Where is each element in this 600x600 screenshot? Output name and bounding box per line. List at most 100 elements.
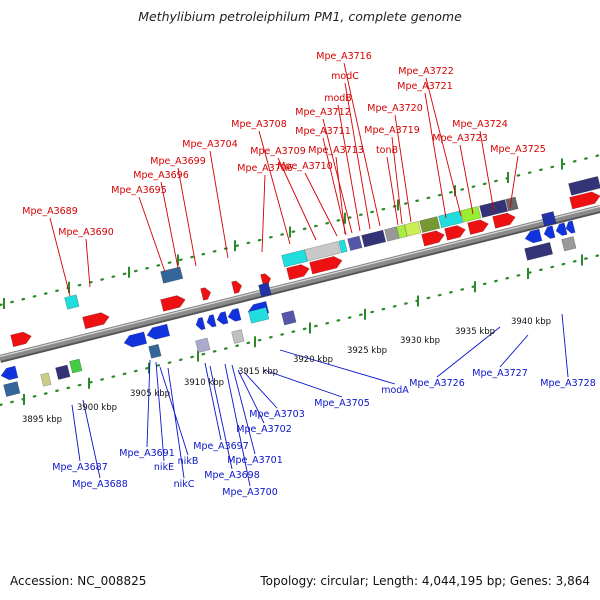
- scale-tick-label: 3920 kbp: [293, 355, 333, 365]
- gene-label-reverse: Mpe_A3703: [249, 409, 305, 420]
- leader-line-reverse: [231, 364, 256, 455]
- forward-gene-arrow: [421, 230, 445, 247]
- gene-label-forward: Mpe_A3720: [367, 103, 423, 114]
- reverse-gene-box: [148, 343, 162, 359]
- accession-text: Accession: NC_008825: [10, 574, 147, 588]
- leader-line-forward: [85, 238, 91, 288]
- leader-line-forward: [337, 104, 361, 232]
- gene-label-reverse: Mpe_A3700: [222, 487, 278, 498]
- leader-line-forward: [335, 156, 346, 235]
- gene-label-reverse: Mpe_A3691: [119, 448, 175, 459]
- gene-label-forward: Mpe_A3723: [432, 133, 488, 144]
- reverse-gene-box: [160, 266, 184, 284]
- reverse-gene-arrow: [146, 323, 171, 340]
- forward-gene-arrow: [82, 312, 110, 330]
- leader-line-forward: [322, 118, 353, 234]
- reverse-gene-arrow: [195, 316, 206, 331]
- gene-label-forward: Mpe_A3716: [316, 51, 372, 62]
- leader-line-forward: [425, 77, 462, 217]
- forward-gene-box: [361, 229, 387, 248]
- reverse-gene-arrow: [543, 225, 556, 239]
- leader-line-forward: [322, 137, 347, 236]
- gene-label-reverse: Mpe_A3727: [472, 368, 528, 379]
- leader-line-forward: [344, 82, 371, 230]
- leader-line-reverse: [436, 326, 501, 378]
- leader-line-forward: [304, 172, 338, 237]
- forward-gene-box: [404, 220, 422, 237]
- forward-gene-box: [460, 205, 482, 223]
- topology-text: Topology: circular; Length: 4,044,195 bp…: [260, 574, 590, 588]
- leader-line-forward: [459, 144, 474, 215]
- gene-label-forward: Mpe_A3713: [308, 145, 364, 156]
- gene-label-forward: Mpe_A3719: [364, 125, 420, 136]
- scale-tick-label: 3910 kbp: [184, 378, 224, 388]
- gene-label-reverse: Mpe_A3728: [540, 378, 596, 389]
- forward-gene-arrow: [444, 225, 466, 241]
- gene-label-reverse: nikC: [174, 479, 195, 490]
- reverse-gene-arrow: [0, 365, 19, 381]
- forward-gene-arrow: [309, 256, 343, 275]
- gene-label-forward: Mpe_A3722: [398, 66, 454, 77]
- leader-line-reverse: [499, 334, 529, 368]
- leader-line-forward: [258, 130, 291, 245]
- gene-label-forward: modC: [331, 71, 359, 82]
- leader-line-reverse: [155, 361, 165, 462]
- gene-label-reverse: Mpe_A3698: [204, 470, 260, 481]
- gene-label-forward: Mpe_A3710: [277, 161, 333, 172]
- gene-label-forward: Mpe_A3708: [231, 119, 287, 130]
- leader-line-forward: [424, 92, 447, 219]
- map-title: Methylibium petroleiphilum PM1, complete…: [138, 9, 462, 24]
- forward-gene-box: [304, 241, 341, 262]
- leader-line-reverse: [209, 365, 233, 470]
- scale-tick-label: 3935 kbp: [455, 327, 495, 337]
- forward-gene-box: [384, 226, 400, 242]
- reverse-gene-box: [524, 242, 554, 261]
- leader-line-forward: [177, 167, 197, 267]
- leader-line-reverse: [204, 362, 222, 441]
- gene-features: [0, 176, 600, 397]
- forward-gene-arrow: [492, 212, 516, 229]
- reverse-gene-box: [561, 236, 577, 252]
- scale-tick-label: 3905 kbp: [130, 389, 170, 399]
- scale-tick-label: 3925 kbp: [347, 346, 387, 356]
- leader-line-forward: [261, 174, 266, 253]
- scale-tick-label: 3900 kbp: [77, 403, 117, 413]
- reverse-gene-arrow: [123, 331, 148, 348]
- leader-line-forward: [394, 114, 412, 223]
- forward-gene-box: [281, 249, 309, 268]
- leader-line-reverse: [146, 359, 151, 448]
- reverse-gene-box: [40, 372, 52, 387]
- leader-line-reverse: [263, 369, 343, 398]
- dotted-guide-lines: [0, 153, 600, 407]
- gene-label-reverse: Mpe_A3688: [72, 479, 128, 490]
- scale-tick-label: 3940 kbp: [511, 317, 551, 327]
- leader-line-reverse: [243, 371, 278, 409]
- leader-line-forward: [479, 130, 495, 213]
- gene-label-forward: Mpe_A3704: [182, 139, 238, 150]
- genome-backbone: [0, 205, 600, 363]
- gene-label-reverse: nikB: [178, 456, 199, 467]
- leader-line-reverse: [561, 313, 569, 378]
- reverse-gene-box: [69, 358, 83, 374]
- gene-label-forward: Mpe_A3695: [111, 185, 167, 196]
- reverse-gene-box: [55, 364, 71, 380]
- reverse-gene-box: [258, 282, 272, 298]
- reverse-gene-box: [231, 329, 245, 344]
- gene-label-reverse: nikE: [154, 462, 174, 473]
- forward-gene-box: [338, 239, 348, 254]
- forward-gene-arrow: [10, 331, 32, 348]
- forward-gene-box: [438, 210, 464, 229]
- leader-line-reverse: [82, 399, 101, 479]
- reverse-gene-box: [3, 381, 21, 397]
- backbone-highlight: [0, 205, 600, 358]
- gene-label-forward: Mpe_A3699: [150, 156, 206, 167]
- reverse-gene-arrow: [565, 220, 576, 234]
- gene-label-forward: Mpe_A3721: [397, 81, 453, 92]
- forward-gene-arrow: [286, 264, 310, 281]
- forward-gene-arrow: [467, 219, 489, 235]
- reverse-gene-arrow: [206, 314, 217, 328]
- reverse-gene-box: [281, 310, 297, 326]
- scale-tick-label: 3915 kbp: [238, 367, 278, 377]
- gene-label-reverse: Mpe_A3702: [236, 424, 292, 435]
